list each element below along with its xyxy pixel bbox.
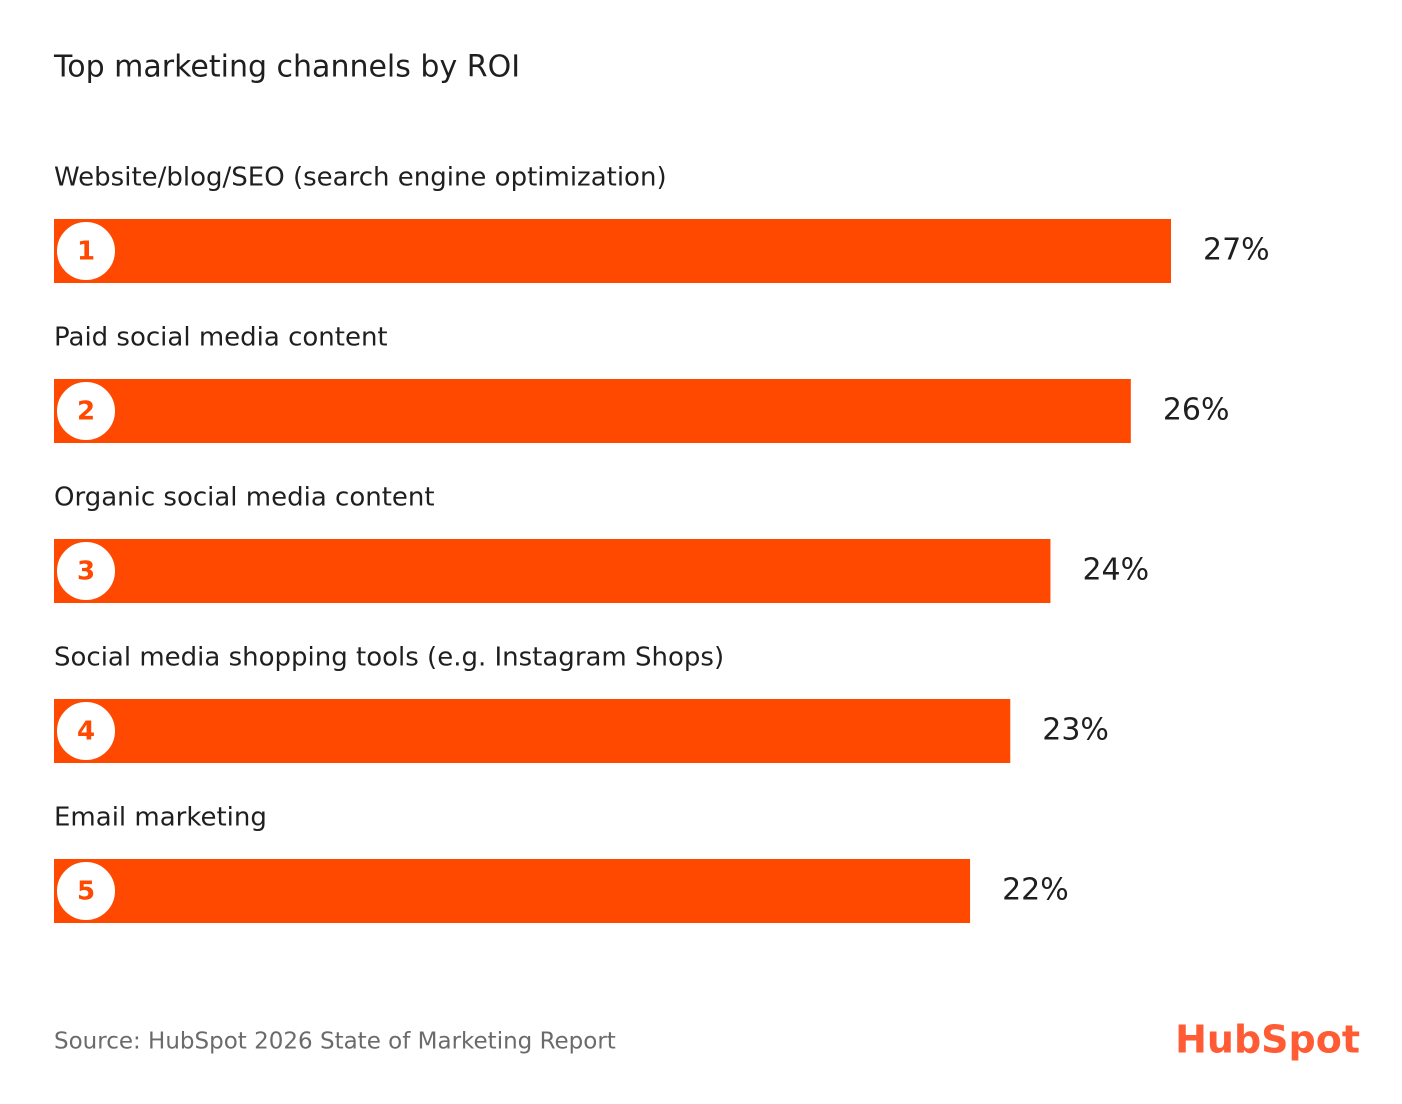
category-label: Email marketing	[54, 803, 267, 833]
value-label: 26%	[1163, 393, 1230, 428]
rank-badge	[55, 860, 117, 922]
category-label: Organic social media content	[54, 483, 435, 513]
rank-badge	[55, 700, 117, 762]
logo: HubSpot	[1175, 1018, 1360, 1062]
source: Source: HubSpot 2026 State of Marketing …	[54, 1029, 616, 1055]
rank-badge	[55, 540, 117, 602]
category-label: Website/blog/SEO (search engine optimiza…	[54, 163, 667, 193]
rank-label: 1	[77, 237, 95, 267]
rank-label: 3	[77, 557, 95, 587]
value-label: 27%	[1203, 233, 1270, 268]
value-label: 23%	[1042, 713, 1109, 748]
category-label: Social media shopping tools (e.g. Instag…	[54, 643, 724, 673]
category-label: Paid social media content	[54, 323, 388, 353]
rank-label: 4	[77, 717, 95, 747]
bar	[54, 219, 1171, 283]
bar	[54, 859, 971, 923]
bar	[54, 539, 1051, 603]
value-label: 22%	[1002, 873, 1069, 908]
bar	[54, 699, 1011, 763]
bar	[54, 379, 1131, 443]
rank-label: 2	[77, 397, 95, 427]
chart-title: Top marketing channels by ROI	[53, 50, 520, 85]
value-label: 24%	[1082, 553, 1149, 588]
rank-badge	[55, 220, 117, 282]
rank-badge	[55, 380, 117, 442]
rank-label: 5	[77, 877, 95, 907]
